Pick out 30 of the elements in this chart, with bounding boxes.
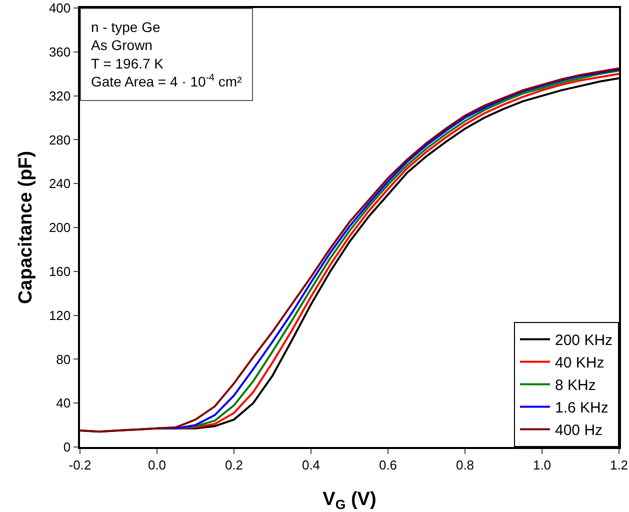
annotation: T = 196.7 K xyxy=(91,55,164,72)
x-tick-label: 0.4 xyxy=(302,457,320,472)
y-tick-label: 40 xyxy=(56,396,71,411)
legend-label: 1.6 KHz xyxy=(555,400,608,417)
y-tick-label: 120 xyxy=(48,308,71,323)
legend-label: 40 KHz xyxy=(555,354,604,372)
x-tick-label: 1.0 xyxy=(532,457,552,472)
legend-label: 400 Hz xyxy=(555,422,603,440)
x-tick-label: 0.2 xyxy=(224,457,244,472)
x-tick-label: 1.2 xyxy=(610,457,628,472)
x-tick-label: -0.2 xyxy=(68,457,92,472)
y-tick-label: 0 xyxy=(63,440,71,455)
x-tick-label: 0.6 xyxy=(378,457,398,472)
legend-label: 8 KHz xyxy=(555,377,596,394)
annotation: Gate Area = 4 · 10$^{-4}$ cm² xyxy=(91,72,242,90)
annotation: n - type Ge xyxy=(91,19,160,35)
y-tick-label: 320 xyxy=(48,88,71,104)
x-tick-label: 0.0 xyxy=(148,457,166,472)
y-tick-label: 280 xyxy=(48,132,71,148)
x-axis-title: V$_{G}$ (V) xyxy=(322,489,376,512)
legend-label: 200 KHz xyxy=(555,332,613,350)
y-tick-label: 160 xyxy=(48,264,71,279)
y-tick-label: 360 xyxy=(48,44,71,60)
y-tick-label: 400 xyxy=(48,0,71,16)
y-tick-label: 200 xyxy=(48,220,71,236)
annotation: As Grown xyxy=(91,37,152,54)
y-tick-label: 240 xyxy=(48,176,71,192)
y-axis-title: Capacitance (pF) xyxy=(16,150,36,304)
y-tick-label: 80 xyxy=(56,352,71,367)
x-tick-label: 0.8 xyxy=(456,457,474,472)
